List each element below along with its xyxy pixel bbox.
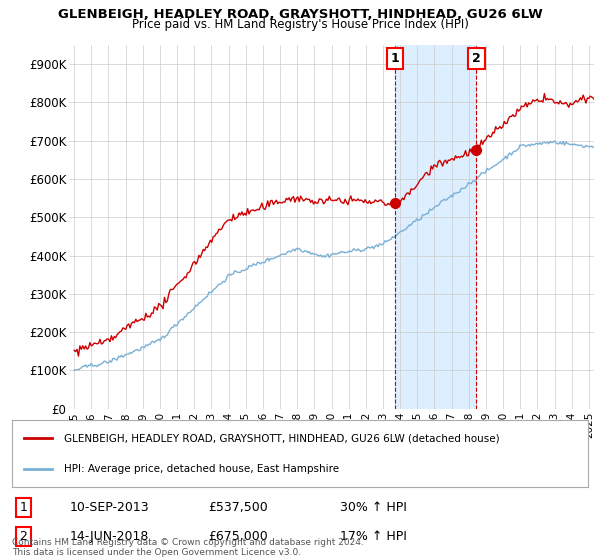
Text: £675,000: £675,000 [208,530,268,543]
Text: Contains HM Land Registry data © Crown copyright and database right 2024.
This d: Contains HM Land Registry data © Crown c… [12,538,364,557]
Text: 2: 2 [472,52,481,65]
Text: 2: 2 [20,530,28,543]
Text: 10-SEP-2013: 10-SEP-2013 [70,501,149,514]
Text: GLENBEIGH, HEADLEY ROAD, GRAYSHOTT, HINDHEAD, GU26 6LW (detached house): GLENBEIGH, HEADLEY ROAD, GRAYSHOTT, HIND… [64,433,499,443]
Text: 17% ↑ HPI: 17% ↑ HPI [340,530,407,543]
Bar [395,45,476,409]
Text: HPI: Average price, detached house, East Hampshire: HPI: Average price, detached house, East… [64,464,339,474]
Text: Price paid vs. HM Land Registry's House Price Index (HPI): Price paid vs. HM Land Registry's House … [131,18,469,31]
Text: GLENBEIGH, HEADLEY ROAD, GRAYSHOTT, HINDHEAD, GU26 6LW: GLENBEIGH, HEADLEY ROAD, GRAYSHOTT, HIND… [58,8,542,21]
Text: 1: 1 [20,501,28,514]
Text: 30% ↑ HPI: 30% ↑ HPI [340,501,407,514]
Text: 14-JUN-2018: 14-JUN-2018 [70,530,149,543]
Text: £537,500: £537,500 [208,501,268,514]
Text: 1: 1 [391,52,400,65]
